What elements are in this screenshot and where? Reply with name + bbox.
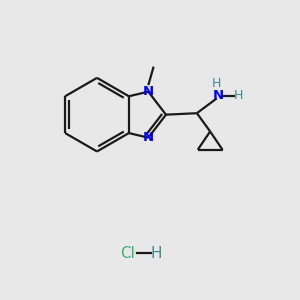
Text: H: H <box>212 77 221 90</box>
Text: Cl: Cl <box>120 246 135 261</box>
Text: N: N <box>212 89 224 102</box>
Text: N: N <box>143 85 154 98</box>
Text: H: H <box>150 246 162 261</box>
Text: N: N <box>143 131 154 144</box>
Text: H: H <box>233 89 243 102</box>
